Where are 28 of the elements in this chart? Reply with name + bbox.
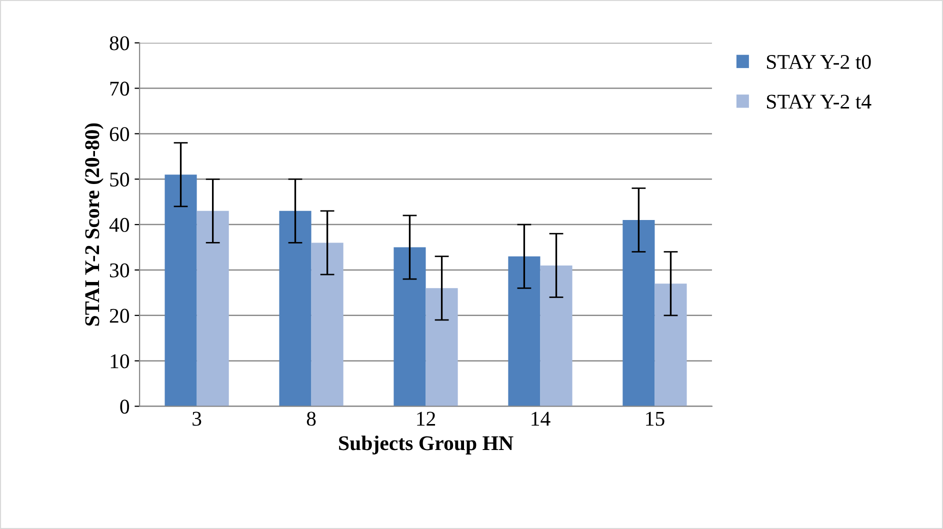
legend-label: STAY Y-2 t4 (767, 94, 872, 109)
y-tick-label: 10 (110, 354, 130, 368)
y-tick-label: 80 (110, 36, 130, 50)
bar (394, 247, 426, 406)
x-axis-title: Subjects Group HN (339, 436, 514, 454)
x-tick-label: 15 (646, 412, 664, 426)
bar (311, 242, 344, 406)
x-tick-label: 14 (532, 412, 550, 426)
bar (622, 220, 655, 406)
bar (540, 265, 572, 406)
y-axis-title: STAI Y-2 Score (20-80) (84, 123, 104, 326)
y-tick-label: 70 (110, 82, 130, 96)
bar (426, 288, 458, 406)
bar (508, 256, 540, 406)
x-tick-label: 3 (192, 412, 202, 426)
y-tick-label: 20 (110, 308, 130, 323)
y-tick-label: 60 (110, 127, 130, 142)
legend-label: STAY Y-2 t0 (767, 54, 871, 69)
bar (164, 174, 197, 406)
x-tick-label: 12 (417, 412, 436, 426)
bar (279, 210, 312, 406)
bar (654, 284, 687, 406)
bar (196, 210, 229, 406)
x-tick-label: 8 (306, 412, 316, 426)
y-tick-label: 0 (120, 400, 130, 414)
y-tick-label: 50 (110, 172, 130, 187)
y-tick-label: 40 (109, 218, 130, 232)
y-tick-label: 30 (110, 263, 130, 278)
